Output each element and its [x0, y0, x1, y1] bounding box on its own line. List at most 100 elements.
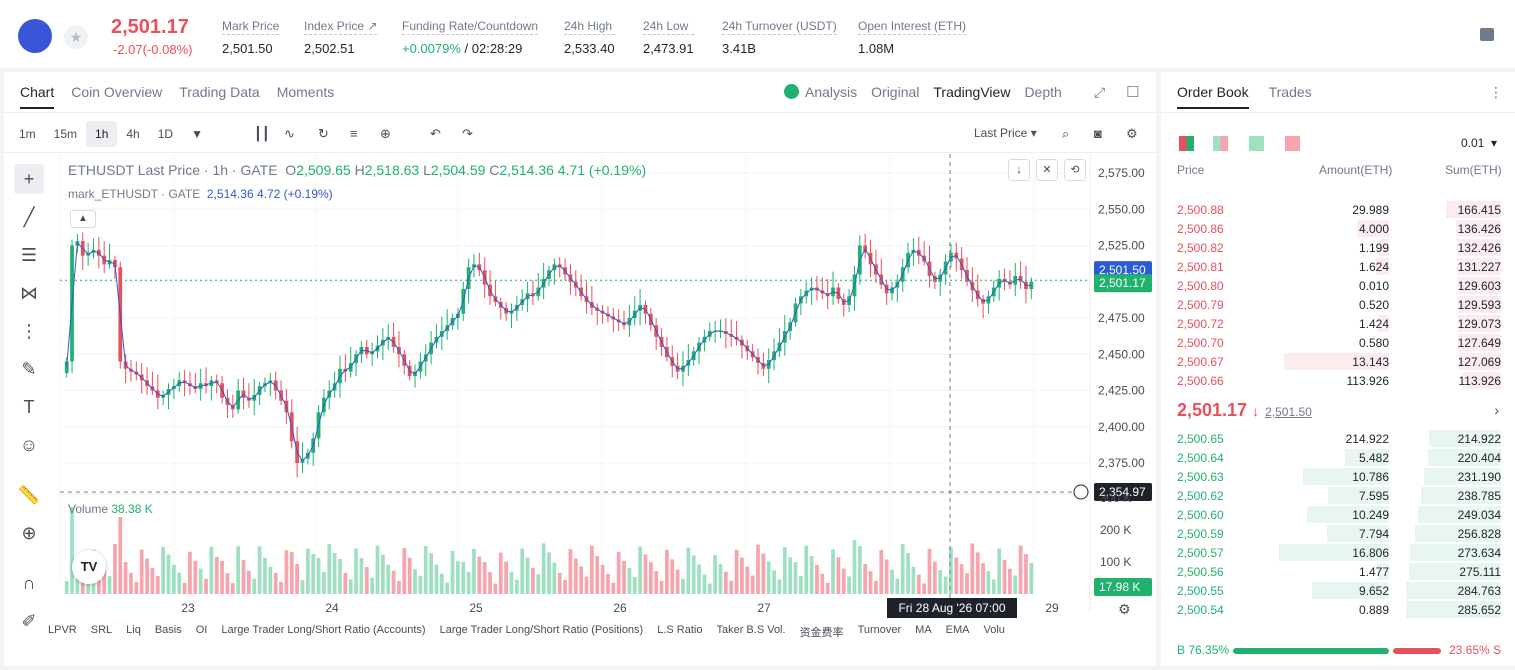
indicator-12[interactable]: EMA: [945, 624, 970, 636]
gear-icon[interactable]: ⚙: [1126, 126, 1138, 141]
magnet-icon[interactable]: ∩: [22, 573, 36, 593]
row-sum: 238.785: [1457, 489, 1501, 503]
tab-original[interactable]: Original: [871, 84, 920, 100]
indicator-10[interactable]: Turnover: [857, 624, 902, 636]
fib-icon[interactable]: ⋮: [20, 321, 38, 341]
pencil-lock-icon[interactable]: ✐: [21, 611, 37, 631]
bid-row[interactable]: 2,500.60 10.249 249.034: [1161, 505, 1515, 524]
mark-price-badge: 2,501.50: [1099, 263, 1146, 277]
indicator-7[interactable]: L.S Ratio: [657, 624, 703, 636]
pattern-icon[interactable]: ⋈: [20, 283, 38, 303]
interval-1h[interactable]: 1h: [86, 121, 118, 147]
interval-dropdown-icon[interactable]: ▼: [191, 127, 203, 141]
ask-row[interactable]: 2,500.72 1.424 129.073: [1161, 314, 1515, 333]
ask-row[interactable]: 2,500.70 0.580 127.649: [1161, 333, 1515, 352]
ask-row[interactable]: 2,500.66 113.926 113.926: [1161, 371, 1515, 390]
redo-icon[interactable]: ↷: [462, 126, 473, 141]
stat-index-price[interactable]: Index Price ↗ 2,502.51: [304, 19, 378, 56]
book-icon[interactable]: [1480, 28, 1494, 41]
price-chart[interactable]: 2,575.002,550.002,525.002,500.002,475.00…: [4, 72, 1156, 666]
collapse-legend-button[interactable]: ▲: [70, 210, 96, 228]
search-icon[interactable]: ⌕: [1062, 126, 1070, 141]
bid-row[interactable]: 2,500.56 1.477 275.111: [1161, 562, 1515, 581]
indicator-2[interactable]: Liq: [126, 624, 141, 636]
bid-row[interactable]: 2,500.55 9.652 284.763: [1161, 581, 1515, 600]
more-icon[interactable]: ⋮: [1489, 84, 1503, 100]
ask-row[interactable]: 2,500.79 0.520 129.593: [1161, 295, 1515, 314]
bid-row[interactable]: 2,500.63 10.786 231.190: [1161, 467, 1515, 486]
ask-row[interactable]: 2,500.86 4.000 136.426: [1161, 219, 1515, 238]
bid-row[interactable]: 2,500.65 214.922 214.922: [1161, 429, 1515, 448]
ask-row[interactable]: 2,500.67 13.143 127.069: [1161, 352, 1515, 371]
indicator-4[interactable]: OI: [195, 624, 208, 636]
ask-row[interactable]: 2,500.80 0.010 129.603: [1161, 276, 1515, 295]
interval-15m[interactable]: 15m: [53, 127, 78, 141]
interval-1m[interactable]: 1m: [19, 127, 36, 141]
interval-1d[interactable]: 1D: [157, 127, 174, 141]
tab-tradingview[interactable]: TradingView: [933, 84, 1011, 100]
indicator-13[interactable]: Volu: [983, 624, 1005, 636]
camera-icon[interactable]: ◙: [1094, 126, 1102, 141]
indicator-8[interactable]: Taker B.S Vol.: [716, 624, 786, 636]
indicator-icon[interactable]: ∿: [284, 126, 295, 141]
candle-type-icon[interactable]: ┃┃: [254, 126, 270, 141]
window-icon[interactable]: ☐: [1126, 84, 1140, 101]
tab-chart[interactable]: Chart: [20, 84, 55, 109]
compress-button[interactable]: ✕: [1036, 159, 1058, 181]
expand-icon[interactable]: ⤢: [1094, 84, 1106, 100]
volume-bar: [514, 579, 519, 594]
tab-order-book[interactable]: Order Book: [1177, 84, 1249, 109]
volume-bar: [102, 565, 107, 594]
bid-row[interactable]: 2,500.64 5.482 220.404: [1161, 448, 1515, 467]
interval-4h[interactable]: 4h: [126, 127, 140, 141]
emoji-icon[interactable]: ☺: [19, 435, 39, 455]
zoom-in-icon[interactable]: ⊕: [21, 523, 37, 543]
book-mode-both-icon[interactable]: [1179, 136, 1194, 151]
bid-row[interactable]: 2,500.59 7.794 256.828: [1161, 524, 1515, 543]
indicator-6[interactable]: Large Trader Long/Short Ratio (Positions…: [439, 624, 644, 636]
price-type-select[interactable]: Last Price ▾: [974, 126, 1037, 140]
ask-row[interactable]: 2,500.88 29.989 166.415: [1161, 200, 1515, 219]
ruler-icon[interactable]: 📏: [17, 485, 41, 505]
horizontal-lines-icon[interactable]: ☰: [20, 245, 38, 265]
volume-bar: [236, 546, 241, 594]
chevron-right-icon[interactable]: ›: [1494, 402, 1499, 418]
ask-row[interactable]: 2,500.81 1.624 131.227: [1161, 257, 1515, 276]
bid-row[interactable]: 2,500.57 16.806 273.634: [1161, 543, 1515, 562]
indicator-3[interactable]: Basis: [154, 624, 182, 636]
refresh-icon[interactable]: ↻: [318, 126, 329, 141]
bid-row[interactable]: 2,500.62 7.595 238.785: [1161, 486, 1515, 505]
indicator-5[interactable]: Large Trader Long/Short Ratio (Accounts): [221, 624, 426, 636]
stat-mark-price: Mark Price 2,501.50: [222, 19, 280, 56]
row-sum: 132.426: [1457, 241, 1501, 255]
tradingview-logo-icon[interactable]: TV: [72, 550, 106, 584]
indicator-11[interactable]: MA: [915, 624, 932, 636]
text-tool-icon[interactable]: T: [23, 397, 35, 417]
brush-icon[interactable]: ✎: [21, 359, 37, 379]
y-tick-label: 2,400.00: [1098, 420, 1145, 434]
tab-moments[interactable]: Moments: [276, 84, 335, 100]
tab-trades[interactable]: Trades: [1268, 84, 1312, 100]
book-mode-split-icon[interactable]: [1213, 136, 1228, 151]
scroll-down-button[interactable]: ↓: [1008, 159, 1030, 181]
ask-row[interactable]: 2,500.82 1.199 132.426: [1161, 238, 1515, 257]
tab-depth[interactable]: Depth: [1024, 84, 1062, 100]
tab-analysis[interactable]: Analysis: [784, 84, 857, 100]
indicator-0[interactable]: LPVR: [48, 624, 77, 636]
book-mode-asks-icon[interactable]: [1285, 136, 1300, 151]
tab-coin-overview[interactable]: Coin Overview: [71, 84, 163, 100]
trend-line-icon[interactable]: ╱: [23, 207, 35, 227]
bid-row[interactable]: 2,500.54 0.889 285.652: [1161, 600, 1515, 619]
crosshair-icon[interactable]: +: [14, 164, 44, 194]
add-indicator-icon[interactable]: ⊕: [380, 126, 391, 141]
loop-button[interactable]: ⟲: [1064, 159, 1086, 181]
indicator-9[interactable]: 资金费率: [799, 627, 844, 639]
settings-list-icon[interactable]: ≡: [350, 126, 358, 141]
tab-trading-data[interactable]: Trading Data: [179, 84, 260, 100]
book-mode-bids-icon[interactable]: [1249, 136, 1264, 151]
indicator-1[interactable]: SRL: [90, 624, 113, 636]
undo-icon[interactable]: ↶: [430, 126, 441, 141]
tick-size-select[interactable]: 0.01 ▾: [1461, 136, 1498, 150]
row-price: 2,500.66: [1177, 374, 1224, 388]
favorite-star-icon[interactable]: ★: [64, 25, 88, 49]
